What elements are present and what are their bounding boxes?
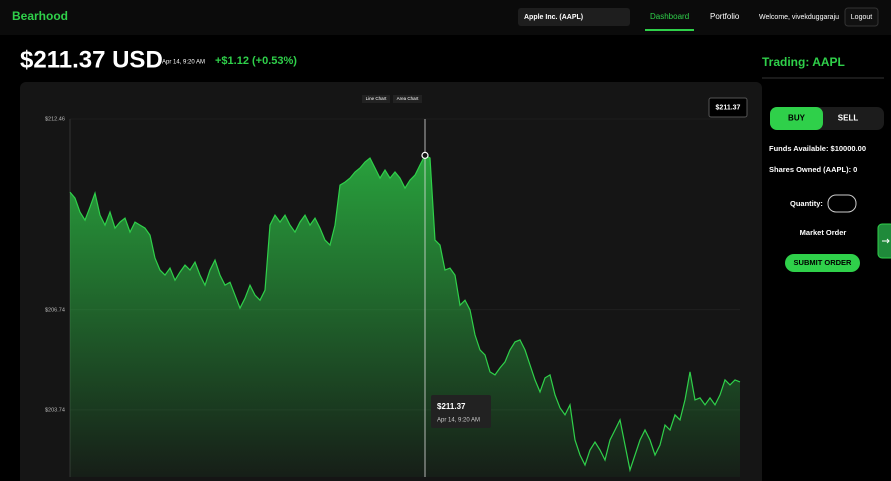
current-price: $211.37 <box>716 104 741 111</box>
welcome: Welcome, vivekduggaraju <box>759 14 839 21</box>
submit-text[interactable]: SUBMIT ORDER <box>794 258 853 267</box>
logout-button[interactable] <box>844 7 879 27</box>
y-tick-label: $203.74 <box>45 407 65 413</box>
time: Apr 14, 9:20 AM <box>162 60 205 66</box>
current-price-box <box>708 97 748 118</box>
arrow-icon <box>882 238 890 244</box>
order-type: Market Order <box>800 228 847 237</box>
nav-link[interactable]: Portfolio <box>710 12 740 21</box>
chart-type-text[interactable]: Line Chart <box>366 96 388 101</box>
logout-text[interactable]: Logout <box>851 14 872 21</box>
chart-type-button[interactable] <box>393 95 422 103</box>
shares: Shares Owned (AAPL): 0 <box>769 165 857 174</box>
tooltip-time: Apr 14, 9:20 AM <box>437 418 480 424</box>
chart-type-button[interactable] <box>362 95 390 103</box>
change: +$1.12 (+0.53%) <box>215 55 297 67</box>
tooltip <box>431 395 491 428</box>
active-underline <box>645 29 694 31</box>
trade-title: Trading: AAPL <box>762 55 845 69</box>
quantity-label: Quantity: <box>790 199 823 208</box>
navbar <box>0 0 891 35</box>
search-box[interactable] <box>518 8 630 26</box>
price: $211.37 USD <box>20 46 163 73</box>
y-tick-label: $206.74 <box>45 307 65 313</box>
plot: $212.46 $206.74 $203.74 $211.37 Apr 14, 9:20… <box>45 116 741 477</box>
line <box>69 154 741 473</box>
brand[interactable]: Bearhood <box>12 9 68 23</box>
sell-text[interactable]: SELL <box>838 114 859 123</box>
hover-point <box>421 151 429 159</box>
tooltip-value: $211.37 <box>437 402 466 411</box>
buy-button[interactable] <box>770 107 823 130</box>
area <box>70 155 740 477</box>
funds: Funds Available: $10000.00 <box>769 144 866 153</box>
buy-text[interactable]: BUY <box>788 114 806 123</box>
nav-link[interactable]: Dashboard <box>650 12 689 21</box>
quantity-input[interactable] <box>827 194 857 213</box>
chart-type-text[interactable]: Area Chart <box>397 96 420 101</box>
submit-button[interactable] <box>785 254 860 272</box>
search-text[interactable]: Apple Inc. (AAPL) <box>524 14 583 21</box>
y-tick-label: $212.46 <box>45 116 65 122</box>
